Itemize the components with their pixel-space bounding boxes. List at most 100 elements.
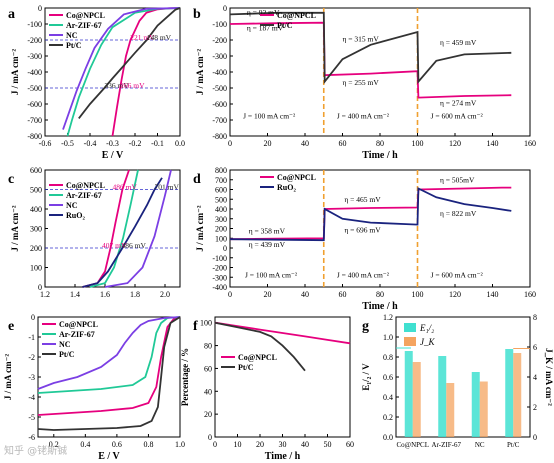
y-tick-label: -200 bbox=[27, 36, 42, 45]
x-tick-label: 100 bbox=[412, 139, 424, 148]
x-axis-label: Time / h bbox=[362, 301, 398, 312]
y-tick-label: -100 bbox=[212, 254, 227, 263]
y-tick-label: -3 bbox=[28, 373, 35, 382]
legend-label: Pt/C bbox=[238, 363, 254, 372]
annotation: η = 822 mV bbox=[440, 209, 477, 218]
y-tick-label: 500 bbox=[30, 186, 42, 195]
x-tick-label: 0.4 bbox=[80, 440, 90, 449]
series-line bbox=[37, 316, 181, 431]
legend-label: Ar-ZIF-67 bbox=[66, 191, 102, 200]
x-tick-label: 20 bbox=[256, 440, 264, 449]
annotation: η = 274 mV bbox=[440, 99, 477, 108]
annotation: 486 mV bbox=[122, 241, 147, 250]
series-line bbox=[37, 316, 181, 390]
y2-tick-label: 6 bbox=[533, 343, 537, 352]
y-tick-label: 0.6 bbox=[383, 373, 393, 382]
legend-label: Co@NPCL bbox=[66, 181, 105, 190]
legend-label: NC bbox=[59, 340, 71, 349]
y-tick-label: 500 bbox=[215, 195, 227, 204]
y-tick-label: 0 bbox=[208, 433, 212, 442]
x-axis-label: E / V bbox=[102, 150, 124, 161]
panel-letter-f: f bbox=[193, 319, 198, 334]
y-tick-label: 800 bbox=[215, 166, 227, 175]
panel-letter-g: g bbox=[362, 319, 369, 334]
bar-e12 bbox=[471, 372, 480, 437]
x-tick-label: 1.2 bbox=[40, 290, 50, 299]
series-line bbox=[229, 21, 512, 99]
legend-label: NC bbox=[66, 31, 78, 40]
annotation: J = 400 mA cm⁻² bbox=[337, 270, 390, 279]
x-tick-label: 60 bbox=[339, 290, 347, 299]
y-axis-label: J / mA cm⁻² bbox=[195, 205, 205, 251]
y-tick-label: 0.0 bbox=[383, 433, 393, 442]
y-tick-label: -300 bbox=[212, 52, 227, 61]
legend-label: Ar-ZIF-67 bbox=[66, 21, 102, 30]
y2-tick-label: 2 bbox=[533, 403, 537, 412]
panel-letter-c: c bbox=[8, 172, 14, 187]
series-line bbox=[104, 169, 172, 288]
x-tick-label: 20 bbox=[264, 139, 272, 148]
watermark: 知乎 @铑斯铖 bbox=[4, 446, 68, 457]
y-tick-label: -600 bbox=[27, 100, 42, 109]
legend-swatch bbox=[404, 323, 416, 332]
legend-label: NC bbox=[66, 201, 78, 210]
x-tick-label: 0.6 bbox=[112, 440, 122, 449]
series-line bbox=[229, 187, 512, 242]
y-tick-label: -800 bbox=[27, 132, 42, 141]
y-tick-label: 600 bbox=[215, 186, 227, 195]
y-tick-label: 200 bbox=[30, 244, 42, 253]
series-line bbox=[78, 7, 181, 119]
y-tick-label: -1 bbox=[28, 333, 35, 342]
series-line bbox=[229, 11, 512, 85]
y-tick-label: 20 bbox=[204, 410, 212, 419]
panel-c: c 1.2 1.4 1.6 1.8 2.0 0 100 200 300 400 500 600 J / m… bbox=[8, 166, 181, 299]
legend-label: Co@NPCL bbox=[66, 11, 105, 20]
annotation: 336 mV bbox=[104, 81, 129, 90]
legend-label: E₁/₂ bbox=[419, 323, 434, 333]
y2-axis-label: J_K / mA cm⁻² bbox=[544, 348, 554, 406]
y-tick-label: 100 bbox=[30, 264, 42, 273]
y-tick-label: 0.4 bbox=[383, 393, 393, 402]
y-tick-label: 400 bbox=[30, 205, 42, 214]
y-tick-label: -500 bbox=[212, 84, 227, 93]
x-tick-label: 120 bbox=[449, 139, 461, 148]
y-tick-label: -600 bbox=[212, 100, 227, 109]
x-tick-label: -0.4 bbox=[84, 139, 97, 148]
panel-d: d0 20 40 60 80 100 120 140 160-400-300-200-10001… bbox=[193, 166, 536, 312]
x-tick-label: 40 bbox=[301, 440, 309, 449]
x-tick-label: 0.2 bbox=[49, 440, 59, 449]
y-tick-label: 0 bbox=[38, 4, 42, 13]
x-tick-label: 60 bbox=[346, 440, 354, 449]
series-line bbox=[62, 7, 181, 130]
series-line bbox=[214, 321, 351, 345]
x-tick-label: 80 bbox=[376, 290, 384, 299]
annotation: J = 600 mA cm⁻² bbox=[431, 270, 484, 279]
y-tick-label: 300 bbox=[215, 215, 227, 224]
y-tick-label: -300 bbox=[212, 273, 227, 282]
x-tick-label: -0.2 bbox=[129, 139, 142, 148]
panel-letter-b: b bbox=[193, 7, 201, 22]
category-label: Co@NPCL bbox=[396, 441, 429, 449]
x-tick-label: 100 bbox=[412, 290, 424, 299]
y-tick-label: -100 bbox=[212, 20, 227, 29]
series-line bbox=[229, 186, 512, 241]
y-tick-label: -700 bbox=[212, 116, 227, 125]
category-label: Pt/C bbox=[507, 441, 520, 449]
annotation: J = 400 mA cm⁻² bbox=[337, 111, 390, 120]
bar-jk bbox=[412, 362, 421, 437]
annotation: J = 100 mA cm⁻² bbox=[243, 111, 296, 120]
legend-label: RuO₂ bbox=[277, 183, 296, 192]
y-axis-label: Percentage / % bbox=[180, 348, 190, 406]
y-axis-label: J / mA cm⁻² bbox=[3, 354, 13, 400]
y-tick-label: -2 bbox=[28, 353, 35, 362]
panel-a: a -0.6 -0.5 -0.4 -0.3 -0.2 -0.1 0.0 0 -100 -200 -30… bbox=[8, 4, 185, 161]
panel-letter-d: d bbox=[193, 172, 201, 187]
panel-e: e 0.2 0.4 0.6 0.8 1.0 0 -1 -2 -3 -4 -5 -6 E / V J / mA… bbox=[3, 313, 185, 462]
x-tick-label: 1.8 bbox=[130, 290, 140, 299]
legend-label: Co@NPCL bbox=[59, 320, 98, 329]
annotation: η = 696 mV bbox=[344, 225, 381, 234]
legend-label: Pt/C bbox=[277, 21, 293, 30]
y-tick-label: 600 bbox=[30, 166, 42, 175]
y-tick-label: 1.0 bbox=[383, 333, 393, 342]
